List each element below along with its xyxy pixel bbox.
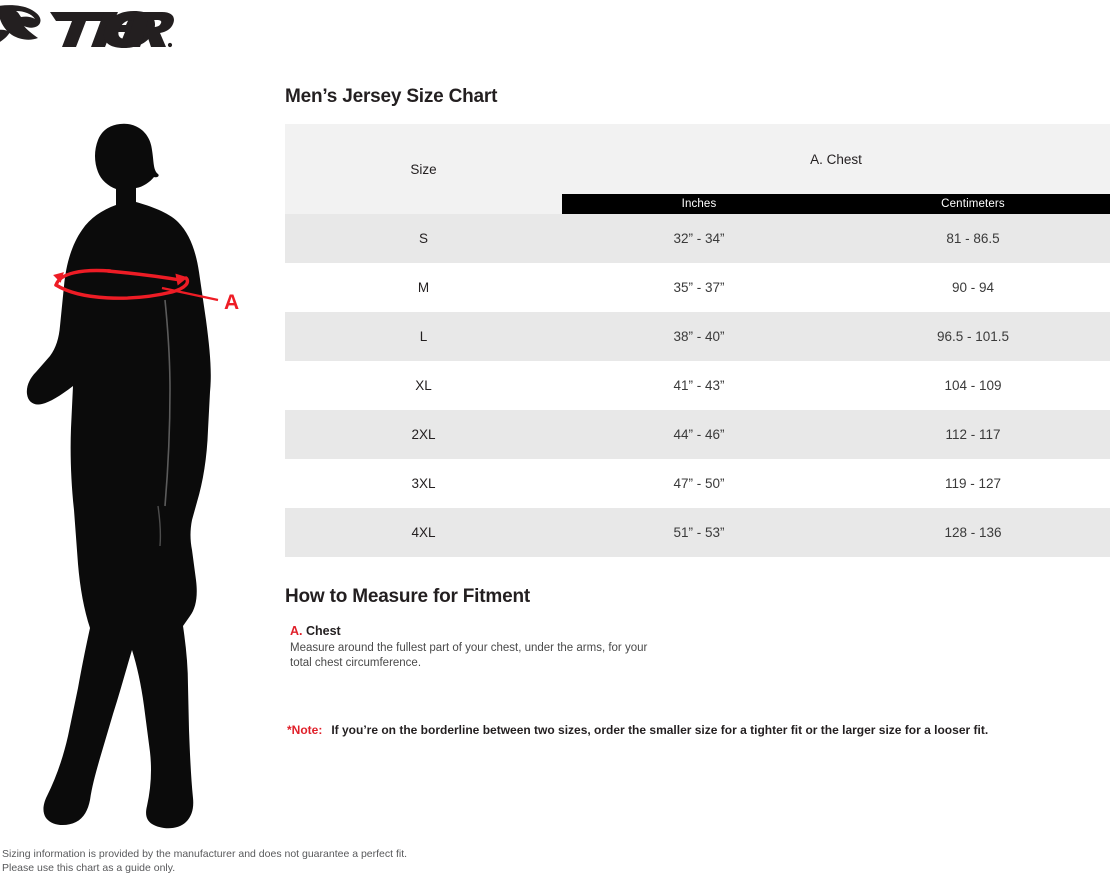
cell-inches: 44” - 46”	[562, 410, 836, 459]
size-chart-content: Men’s Jersey Size Chart Size A. Chest In…	[285, 0, 1110, 874]
forearm-contour-line	[157, 505, 162, 547]
cell-size: S	[285, 214, 562, 263]
col-header-inches: Inches	[562, 194, 836, 214]
cell-cm: 81 - 86.5	[836, 214, 1110, 263]
table-header-row-units: Inches Centimeters	[285, 194, 1110, 214]
callout-label-a: A	[224, 291, 239, 314]
chest-measure-arrow-icon	[54, 268, 190, 300]
disclaimer-line-2: Please use this chart as a guide only.	[2, 862, 176, 874]
table-row: 2XL 44” - 46” 112 - 117	[285, 410, 1110, 459]
table-row: L 38” - 40” 96.5 - 101.5	[285, 312, 1110, 361]
cell-size: XL	[285, 361, 562, 410]
table-head: Size A. Chest Inches Centimeters	[285, 124, 1110, 214]
cell-cm: 112 - 117	[836, 410, 1110, 459]
cell-size: M	[285, 263, 562, 312]
note-text: If you’re on the borderline between two …	[331, 723, 989, 737]
note-label: *Note:	[287, 723, 323, 737]
table-row: 3XL 47” - 50” 119 - 127	[285, 459, 1110, 508]
col-header-group-chest: A. Chest	[562, 124, 1110, 194]
measure-item-letter: A.	[290, 624, 303, 638]
cell-inches: 38” - 40”	[562, 312, 836, 361]
cell-cm: 104 - 109	[836, 361, 1110, 410]
measure-item-description: Measure around the fullest part of your …	[290, 642, 648, 669]
disclaimer-line-1: Sizing information is provided by the ma…	[2, 848, 408, 860]
col-header-size: Size	[285, 124, 562, 214]
table-body: S 32” - 34” 81 - 86.5 M 35” - 37” 90 - 94 L 38”…	[285, 214, 1110, 557]
measure-arrowheads	[53, 272, 188, 286]
page-title: Men’s Jersey Size Chart	[285, 86, 498, 107]
measure-item-label: Chest	[305, 624, 341, 638]
table-row: M 35” - 37” 90 - 94	[285, 263, 1110, 312]
table-row: 4XL 51” - 53” 128 - 136	[285, 508, 1110, 557]
cell-inches: 41” - 43”	[562, 361, 836, 410]
measure-item-chest: A. Chest Measure around the fullest part…	[290, 624, 690, 671]
size-chart-table: Size A. Chest Inches Centimeters S 32” - …	[285, 124, 1110, 557]
cell-cm: 119 - 127	[836, 459, 1110, 508]
cell-cm: 90 - 94	[836, 263, 1110, 312]
arm-contour-line	[164, 299, 171, 507]
table-row: S 32” - 34” 81 - 86.5	[285, 214, 1110, 263]
cell-inches: 51” - 53”	[562, 508, 836, 557]
table-row: XL 41” - 43” 104 - 109	[285, 361, 1110, 410]
cell-cm: 128 - 136	[836, 508, 1110, 557]
disclaimer-footer: Sizing information is provided by the ma…	[2, 847, 407, 875]
thor-brand-logo	[0, 2, 174, 58]
cell-size: 3XL	[285, 459, 562, 508]
cell-cm: 96.5 - 101.5	[836, 312, 1110, 361]
thor-wordmark	[50, 11, 174, 48]
male-silhouette	[26, 123, 211, 829]
note-row: *Note: If you’re on the borderline betwee…	[287, 722, 988, 738]
col-header-centimeters: Centimeters	[836, 194, 1110, 214]
how-to-measure-title: How to Measure for Fitment	[285, 586, 530, 607]
callout-leader-line	[161, 286, 219, 302]
thor-helmet-icon	[0, 5, 41, 42]
cell-inches: 32” - 34”	[562, 214, 836, 263]
cell-size: 2XL	[285, 410, 562, 459]
cell-inches: 35” - 37”	[562, 263, 836, 312]
cell-size: 4XL	[285, 508, 562, 557]
cell-inches: 47” - 50”	[562, 459, 836, 508]
table-header-row-group: Size A. Chest	[285, 124, 1110, 214]
measure-item-heading: A. Chest	[290, 624, 690, 638]
cell-size: L	[285, 312, 562, 361]
body-silhouette-figure: A	[0, 110, 280, 830]
